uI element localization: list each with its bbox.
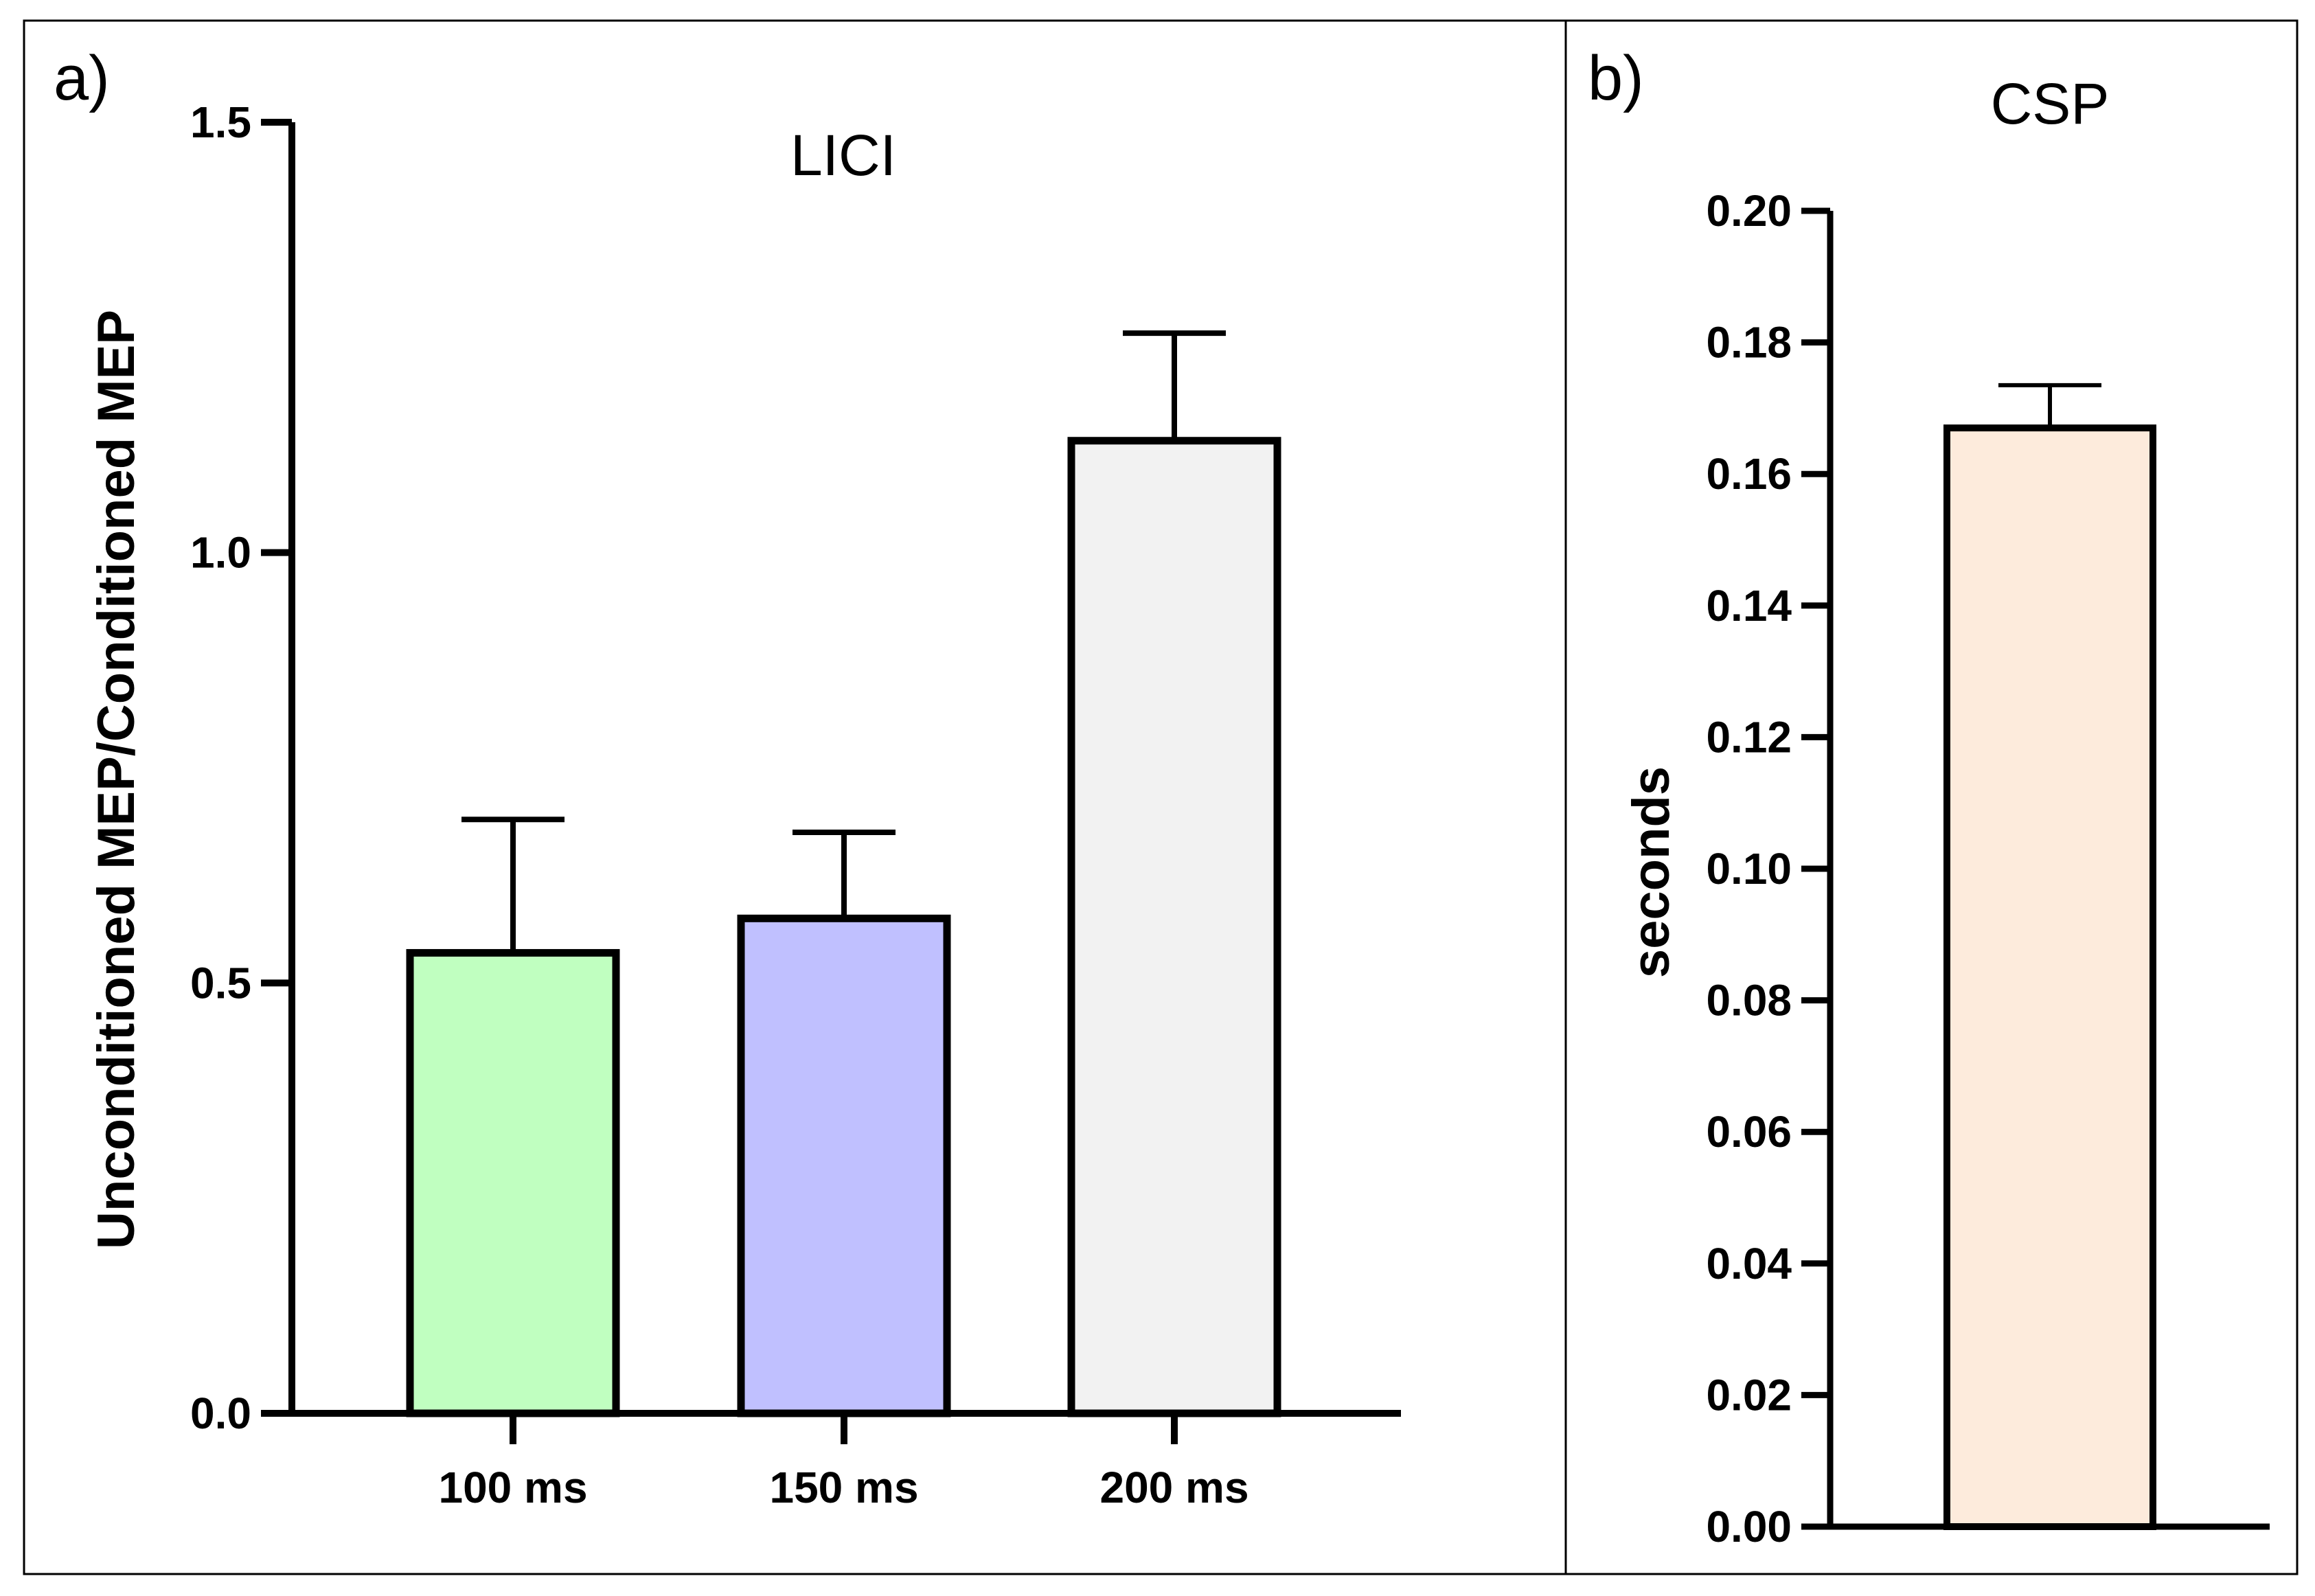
y-tick-label: 0.06: [1706, 1107, 1792, 1156]
plot-area-b: 0.00 0.02 0.04 0.06 0.08 0.10 0.12 0.14 0.16 0.18…: [1706, 186, 2270, 1551]
bar: [406, 948, 620, 1417]
y-tick-label: 0.08: [1706, 976, 1792, 1025]
chart-b-ylabel: seconds: [1622, 766, 1680, 978]
chart-a-title: LICI: [790, 123, 896, 187]
x-tick-label: 150 ms: [769, 1463, 918, 1512]
bar: [737, 914, 951, 1417]
y-tick-label: 0.16: [1706, 449, 1792, 499]
y-tick-label: 1.5: [190, 98, 251, 147]
figure-frame: [23, 19, 2299, 1575]
y-tick-label: 1.0: [190, 528, 251, 578]
y-tick-label: 0.00: [1706, 1502, 1792, 1551]
y-tick-label: 0.04: [1706, 1239, 1792, 1288]
plot-area-a: 0.0 0.5 1.0 1.5 100 ms 150 ms 200 ms: [190, 98, 1401, 1512]
y-tick-label: 0.14: [1706, 581, 1792, 630]
y-tick-label: 0.02: [1706, 1370, 1792, 1420]
x-tick-label: 100 ms: [438, 1463, 587, 1512]
y-tick-label: 0.0: [190, 1389, 251, 1438]
chart-b-title: CSP: [1991, 71, 2110, 136]
y-tick-label: 0.10: [1706, 844, 1792, 893]
chart-a-ylabel: Unconditioned MEP/Conditioned MEP: [87, 310, 146, 1249]
panel-b-label: b): [1588, 43, 1644, 113]
bar: [1943, 424, 2156, 1530]
panel-a-label: a): [54, 43, 110, 113]
y-tick-label: 0.12: [1706, 712, 1792, 762]
y-tick-label: 0.18: [1706, 318, 1792, 367]
panel-a: a) LICI Unconditioned MEP/Conditioned ME…: [54, 43, 1401, 1512]
bar: [1067, 437, 1281, 1417]
y-tick-label: 0.20: [1706, 186, 1792, 236]
y-tick-label: 0.5: [190, 958, 251, 1007]
x-tick-label: 200 ms: [1099, 1463, 1248, 1512]
panel-b: b) CSP seconds 0.000.020.040.060.080.100…: [1588, 43, 2270, 1551]
